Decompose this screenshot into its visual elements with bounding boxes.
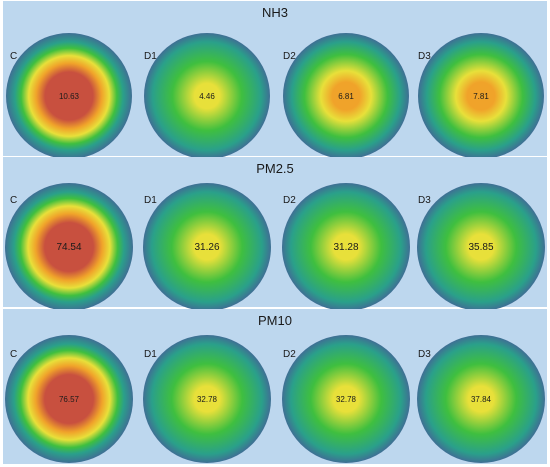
cell-label-d2: D2 [283, 349, 296, 360]
cell-label-d2: D2 [283, 195, 296, 206]
cell-label-c: C [10, 349, 18, 360]
heat-circle-d3: 37.84 [417, 335, 545, 463]
panel-title: PM2.5 [256, 161, 294, 176]
heat-circle-d2: 6.81 [283, 33, 409, 159]
panel-nh3: NH3 C 10.63 D1 4.46 D2 6.81 D3 7.81 [3, 1, 547, 159]
heat-circle-d3: 35.85 [417, 183, 545, 311]
heat-circle-c: 76.57 [5, 335, 133, 463]
circle-value: 37.84 [470, 394, 492, 404]
cell-label-d3: D3 [418, 51, 431, 62]
cell-label-d1: D1 [144, 349, 157, 360]
cell-label-d1: D1 [144, 51, 157, 62]
circle-value: 35.85 [468, 241, 494, 253]
heat-circle-d1: 4.46 [144, 33, 270, 159]
panel-title: PM10 [258, 313, 292, 328]
circle-value: 10.63 [58, 91, 80, 101]
heat-circle-d3: 7.81 [418, 33, 544, 159]
circle-value: 31.26 [194, 241, 220, 253]
heat-circle-d1: 31.26 [143, 183, 271, 311]
heat-circle-d2: 32.78 [282, 335, 410, 463]
circle-value: 76.57 [58, 394, 80, 404]
heat-circle-d1: 32.78 [143, 335, 271, 463]
circle-value: 4.46 [199, 91, 215, 101]
circle-value: 7.81 [473, 91, 489, 101]
cell-label-d1: D1 [144, 195, 157, 206]
cell-label-c: C [10, 51, 18, 62]
circle-value: 32.78 [196, 394, 218, 404]
heat-circle-d2: 31.28 [282, 183, 410, 311]
circle-value: 74.54 [56, 241, 82, 253]
circle-value: 32.78 [335, 394, 357, 404]
cell-label-d3: D3 [418, 349, 431, 360]
circle-value: 6.81 [338, 91, 354, 101]
panel-title: NH3 [261, 5, 288, 20]
cell-label-d3: D3 [418, 195, 431, 206]
circle-value: 31.28 [333, 241, 359, 253]
panel-pm10: PM10 C 76.57 D1 32.78 D2 32.78 D3 37.84 [3, 309, 547, 464]
heat-circle-c: 10.63 [6, 33, 132, 159]
cell-label-c: C [10, 195, 18, 206]
cell-label-d2: D2 [283, 51, 296, 62]
heat-circle-c: 74.54 [5, 183, 133, 311]
panel-pm25: PM2.5 C 74.54 D1 31.26 D2 31.28 D3 35.85 [3, 157, 547, 311]
